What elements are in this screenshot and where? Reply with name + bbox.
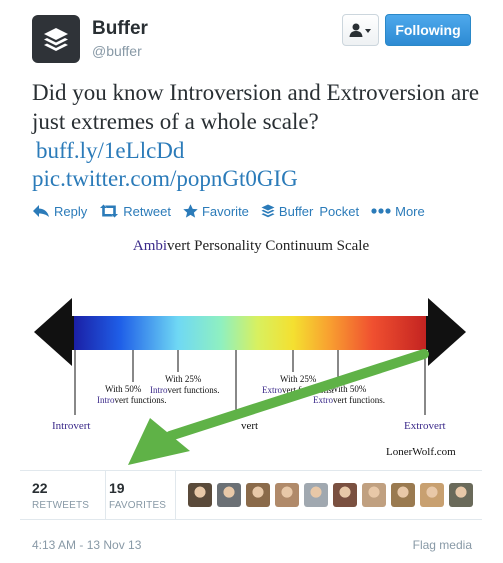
scale-tick-marks: [74, 350, 426, 415]
more-action[interactable]: More: [371, 204, 425, 219]
favorites-label: FAVORITES: [109, 500, 167, 511]
flag-media-link[interactable]: Flag media: [412, 538, 472, 552]
pocket-action[interactable]: Pocket: [319, 204, 359, 219]
ambivert-partial-label: vert: [241, 420, 258, 432]
personality-scale-graphic: Ambivert Personality Continuum Scale Wit…: [34, 238, 466, 465]
green-pointer-arrow: [128, 349, 429, 465]
favoriter-avatar[interactable]: [420, 483, 444, 507]
author-handle[interactable]: @buffer: [92, 43, 142, 59]
retweet-action[interactable]: Retweet: [99, 204, 171, 219]
pocket-label: Pocket: [319, 203, 360, 219]
scale-title-rest: vert Personality Continuum Scale: [167, 238, 369, 254]
buffer-action[interactable]: Buffer: [261, 204, 313, 219]
with25-right-line1: With 25%: [280, 374, 317, 384]
tweet-timestamp[interactable]: 4:13 AM - 13 Nov 13: [32, 538, 142, 552]
more-dots-icon: [371, 208, 391, 214]
with50-left-line2: Introvert functions.: [97, 395, 167, 405]
with50-left-line1: With 50%: [105, 384, 142, 394]
favoriter-avatar[interactable]: [391, 483, 415, 507]
favorite-action[interactable]: Favorite: [183, 204, 249, 219]
retweets-stat[interactable]: 22 RETWEETS: [32, 471, 106, 519]
buffer-label: Buffer: [278, 203, 314, 219]
favoriter-avatar[interactable]: [449, 483, 473, 507]
spectrum-bar: [70, 316, 430, 350]
favorites-count: 19: [109, 480, 125, 496]
favoriter-avatar[interactable]: [246, 483, 270, 507]
star-icon: [183, 204, 198, 218]
favorite-label: Favorite: [201, 203, 249, 219]
reply-icon: [33, 205, 49, 217]
with25-left-accent: Intro: [150, 385, 168, 395]
with25-left-rest: vert functions.: [168, 385, 220, 395]
tweet-text: Did you know Introversion and Extroversi…: [32, 80, 480, 134]
favorites-stat[interactable]: 19 FAVORITES: [108, 471, 176, 519]
introvert-label: Introvert: [52, 420, 90, 432]
with25-left-line1: With 25%: [165, 374, 202, 384]
credit-label: LonerWolf.com: [386, 446, 456, 458]
buffer-icon: [261, 204, 275, 218]
reply-label: Reply: [54, 203, 88, 219]
with50-left-accent: Intro: [97, 395, 115, 405]
scale-arrow-shaft-left: [62, 316, 74, 350]
with50-right-line1: With 50%: [330, 384, 367, 394]
retweet-label: Retweet: [123, 203, 171, 219]
favoriter-avatar[interactable]: [333, 483, 357, 507]
author-name[interactable]: Buffer: [92, 18, 148, 39]
favoriter-avatar[interactable]: [304, 483, 328, 507]
extrovert-label: Extrovert: [404, 420, 446, 432]
favoriter-avatar[interactable]: [275, 483, 299, 507]
with25-left-line2: Introvert functions.: [150, 385, 220, 395]
scale-arrow-shaft-right: [426, 316, 438, 350]
reply-action[interactable]: Reply: [32, 204, 87, 219]
with50-right-rest: vert functions.: [333, 395, 385, 405]
with50-right-accent: Extro: [313, 395, 333, 405]
following-button[interactable]: Following: [385, 14, 471, 46]
scale-title: Ambivert Personality Continuum Scale: [133, 238, 370, 254]
tweet-header: Buffer @buffer Following: [0, 0, 503, 70]
retweets-label: RETWEETS: [32, 500, 90, 511]
user-dropdown-button[interactable]: [342, 14, 379, 46]
with50-right-line2: Extrovert functions.: [313, 395, 385, 405]
favoriter-avatar[interactable]: [362, 483, 386, 507]
tweet-actions: Reply Retweet Favorite Buffer Pocket Mor…: [32, 202, 437, 220]
with25-right-accent: Extro: [262, 385, 282, 395]
tweet-media-link[interactable]: pic.twitter.com/popnGt0GIG: [32, 166, 298, 191]
favoriter-avatar[interactable]: [217, 483, 241, 507]
tweet-short-link[interactable]: buff.ly/1eLlcDd: [36, 138, 185, 163]
user-dropdown-icon: [349, 23, 371, 37]
buffer-logo-icon: [44, 28, 68, 51]
tweet-media-image[interactable]: Ambivert Personality Continuum Scale Wit…: [0, 232, 503, 468]
favoriter-avatar[interactable]: [188, 483, 212, 507]
with50-left-rest: vert functions.: [115, 395, 167, 405]
author-avatar[interactable]: [32, 15, 80, 63]
more-label: More: [395, 203, 425, 219]
scale-title-prefix: Ambi: [133, 238, 167, 254]
retweets-count: 22: [32, 480, 48, 496]
tweet-stats: 22 RETWEETS 19 FAVORITES: [20, 470, 482, 520]
retweet-icon: [100, 204, 119, 218]
favoriters-avatars: [188, 483, 478, 507]
